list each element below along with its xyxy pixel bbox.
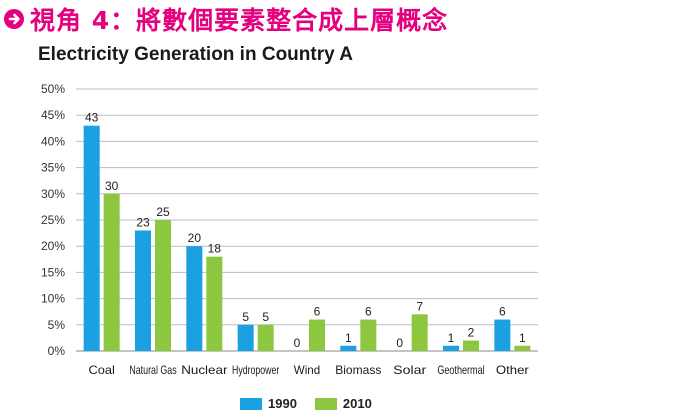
data-label: 2 <box>468 326 475 340</box>
y-tick-label: 0% <box>48 344 66 358</box>
y-tick-label: 50% <box>41 82 65 96</box>
bar-1990 <box>340 345 357 351</box>
y-tick-label: 15% <box>41 265 65 279</box>
data-label: 7 <box>416 299 423 313</box>
data-label: 1 <box>448 331 455 345</box>
bar-1990 <box>494 319 511 351</box>
data-label: 5 <box>262 310 269 324</box>
data-label: 0 <box>294 336 301 350</box>
data-label: 6 <box>365 305 372 319</box>
legend-item-1990: 1990 <box>240 396 297 411</box>
chart-title: Electricity Generation in Country A <box>38 44 353 65</box>
data-label: 6 <box>499 305 506 319</box>
bar-2010 <box>360 319 377 351</box>
bar-2010 <box>411 314 428 351</box>
y-tick-label: 30% <box>41 187 65 201</box>
bar-1990 <box>237 324 254 351</box>
chart-legend: 1990 2010 <box>240 396 390 411</box>
data-label: 1 <box>345 331 352 345</box>
bar-2010 <box>309 319 325 351</box>
bar-2010 <box>206 256 223 351</box>
bar-2010 <box>155 220 171 351</box>
data-label: 20 <box>188 231 202 245</box>
bar-1990 <box>443 345 459 351</box>
y-tick-label: 20% <box>41 239 65 253</box>
y-tick-label: 35% <box>41 161 65 175</box>
arrow-circle-right-icon <box>4 9 24 29</box>
bar-1990 <box>186 246 203 351</box>
y-tick-label: 10% <box>41 292 65 306</box>
y-tick-label: 40% <box>41 134 65 148</box>
x-tick-label: Other <box>496 363 529 377</box>
page-heading: 視角 4：將數個要素整合成上層概念 <box>30 6 449 35</box>
data-label: 30 <box>105 179 119 193</box>
data-label: 0 <box>396 336 403 350</box>
y-tick-label: 25% <box>41 213 65 227</box>
x-tick-label: Solar <box>393 363 426 377</box>
legend-label-1990: 1990 <box>268 396 297 411</box>
bar-1990 <box>135 230 151 351</box>
x-tick-label: Nuclear <box>181 363 227 377</box>
data-label: 23 <box>136 215 150 229</box>
legend-item-2010: 2010 <box>314 396 372 411</box>
legend-swatch-1990 <box>240 397 262 410</box>
x-tick-label: Natural Gas <box>129 363 176 377</box>
legend-label-2010: 2010 <box>342 396 372 411</box>
x-tick-label: Biomass <box>335 363 381 377</box>
bar-1990 <box>83 125 100 352</box>
page-header: 視角 4：將數個要素整合成上層概念 <box>4 2 448 36</box>
x-tick-label: Coal <box>88 363 114 377</box>
y-tick-label: 5% <box>48 318 66 332</box>
x-tick-label: Wind <box>294 363 320 377</box>
bar-2010 <box>103 193 120 351</box>
data-label: 6 <box>314 305 321 319</box>
legend-swatch-2010 <box>314 397 337 410</box>
y-tick-label: 45% <box>41 108 65 122</box>
data-label: 25 <box>156 205 170 219</box>
x-tick-label: Hydropower <box>232 363 279 377</box>
x-tick-label: Geothermal <box>437 363 484 377</box>
data-label: 1 <box>519 331 526 345</box>
data-label: 18 <box>208 242 222 256</box>
data-label: 5 <box>242 310 249 324</box>
bar-2010 <box>463 340 479 351</box>
data-label: 43 <box>85 111 99 125</box>
bar-2010 <box>514 345 531 351</box>
bar-2010 <box>257 324 274 351</box>
